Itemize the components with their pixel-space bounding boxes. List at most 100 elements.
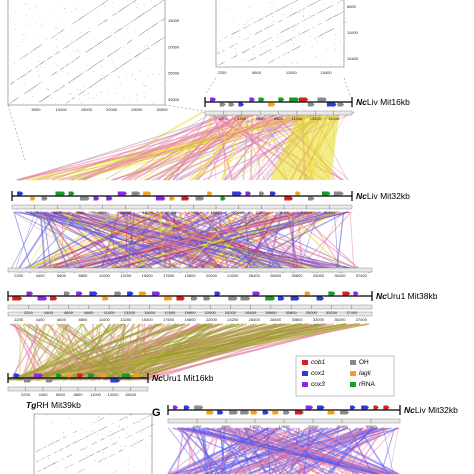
dotplot-dot <box>142 430 144 432</box>
dotplot-segment <box>250 58 254 61</box>
dotplot-segment <box>13 62 16 64</box>
ruler-tick-label: 8800 <box>84 310 94 315</box>
dotplot-segment <box>61 85 65 88</box>
dotplot-dot <box>217 63 218 65</box>
ruler-tick-label: 30800 <box>365 424 377 429</box>
dotplot-dot <box>93 430 95 432</box>
dotplot-segment <box>231 32 237 35</box>
dotplot-segment <box>132 422 135 425</box>
dotplot-segment <box>87 67 92 71</box>
gene-feature <box>195 196 205 201</box>
gene-feature <box>152 291 161 296</box>
dotplot-segment <box>61 30 64 32</box>
tick-label: 15400 <box>347 56 359 61</box>
tick-label: 10000 <box>56 107 68 112</box>
legend-swatch <box>350 360 356 365</box>
gene-feature <box>277 296 285 301</box>
dotplot-segment <box>85 456 89 459</box>
dotplot-segment <box>222 49 225 52</box>
axis-tick-label: 37400 <box>356 317 368 322</box>
dotplot-segment <box>148 435 152 438</box>
dotplot-dot <box>293 43 295 45</box>
dotplot-dot <box>145 85 147 86</box>
synteny-link <box>303 427 312 474</box>
dotplot-segment <box>341 0 344 2</box>
gene-feature <box>30 196 36 201</box>
dotplot-segment <box>105 446 108 449</box>
synteny-link <box>71 323 205 381</box>
synteny-link <box>320 427 337 474</box>
dotplot-segment <box>14 97 19 101</box>
axis-tick-label: 11000 <box>99 317 111 322</box>
dotplot-segment <box>37 81 43 85</box>
synteny-link <box>380 427 396 474</box>
dotplot-segment <box>89 11 92 13</box>
synteny-link <box>62 211 266 273</box>
dotplot-dot <box>231 37 233 39</box>
dotplot-segment <box>158 20 162 23</box>
synteny-link <box>198 427 214 474</box>
dotplot-dot <box>102 457 104 459</box>
gene-feature <box>203 296 211 301</box>
ruler-tick-label: 4400 <box>237 116 247 121</box>
dotplot-dot <box>76 1 78 3</box>
ruler-tick-label: 4400 <box>193 424 203 429</box>
synteny-link <box>129 111 252 181</box>
dotplot-dot <box>340 24 341 26</box>
dotplot-segment <box>217 52 221 55</box>
dotplot-segment <box>288 14 293 17</box>
ruler-tick-label: 26400 <box>245 310 257 315</box>
dotplot-dot <box>86 455 88 457</box>
dotplot-dot <box>52 440 54 442</box>
legend-label: OH <box>359 359 369 366</box>
dotplot-segment <box>112 443 115 445</box>
dotplot-dot <box>298 31 299 33</box>
dotplot-segment <box>154 40 160 44</box>
dotplot-segment <box>162 0 165 2</box>
synteny-link <box>274 427 298 474</box>
dotplot-segment <box>292 13 295 15</box>
dotplot-right-x-ticks: 2200 6600 11000 15400 <box>218 70 333 75</box>
synteny-link <box>78 211 165 273</box>
gene-feature <box>232 191 242 196</box>
dotplot-dot <box>269 2 271 3</box>
dotplot-dot <box>46 88 48 90</box>
dotplot-segment <box>297 22 301 24</box>
dotplot-segment <box>116 48 121 51</box>
gene-feature <box>268 102 276 107</box>
gene-feature <box>304 291 311 296</box>
dotplot-dot <box>128 53 130 55</box>
dotplot-segment <box>275 45 278 48</box>
dotplot-dot <box>143 96 145 97</box>
dotplot-dot <box>55 103 56 105</box>
dotplot-dot <box>235 48 237 49</box>
dotplot-dot <box>60 15 62 17</box>
dotplot-segment <box>294 11 298 14</box>
ruler-tick-label: 22000 <box>233 210 245 215</box>
dotplot-segment <box>304 30 307 33</box>
dotplot-dot <box>282 14 284 15</box>
dotplot-segment <box>261 40 267 43</box>
dotplot-dot <box>81 103 83 104</box>
tick-label: 30000 <box>168 97 180 102</box>
dotplot-dot <box>109 102 111 104</box>
dotplot-dot <box>330 64 332 66</box>
dotplot-segment <box>78 460 81 462</box>
dotplot-segment <box>129 413 134 416</box>
gene-feature <box>210 97 217 102</box>
dotplot-dot <box>115 12 116 14</box>
track-label: NcUru1 Mit38kb <box>376 291 438 301</box>
track-label: NcLiv Mit16kb <box>356 97 410 107</box>
dotplot-segment <box>336 1 341 4</box>
gene-feature <box>41 196 48 201</box>
dotplot-dot <box>149 48 150 49</box>
dotplot-segment <box>314 1 318 4</box>
dotplot-segment <box>38 63 41 66</box>
dotplot-dot <box>53 9 54 11</box>
dotplot-dot <box>163 19 164 21</box>
ruler-tick-label: 30800 <box>286 310 298 315</box>
synteny-link <box>205 211 338 273</box>
dotplot-dot <box>30 91 31 92</box>
dotplot-dot <box>129 97 131 99</box>
